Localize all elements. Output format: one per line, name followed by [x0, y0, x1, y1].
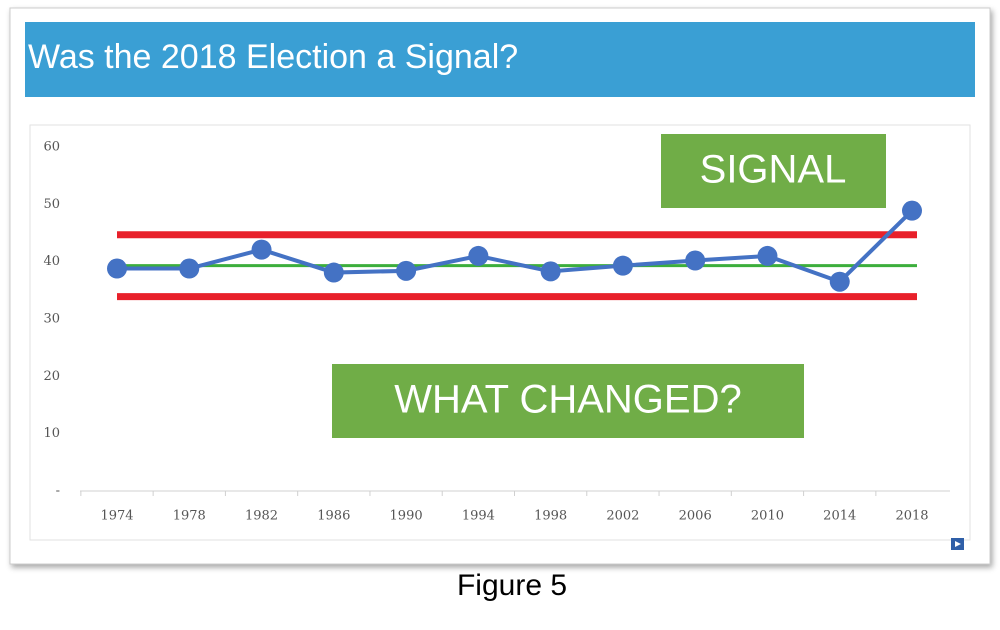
play-icon-arrow	[955, 541, 961, 547]
y-tick-label: 60	[43, 140, 60, 155]
title-banner	[25, 22, 975, 97]
annotation: SIGNAL	[700, 148, 847, 192]
data-point	[107, 258, 127, 279]
plot: - 10 20 30 40 50 60 1974 1978 1982 1986 1990 1994 199…	[43, 140, 950, 524]
x-tick-label: 2002	[606, 509, 639, 524]
x-tick-label: 1994	[462, 509, 495, 524]
x-tick-label: 1986	[317, 509, 350, 524]
x-tick-label: 2006	[679, 509, 712, 524]
x-tick-label: 1978	[173, 509, 206, 524]
data-point	[323, 262, 344, 283]
y-tick-label: 40	[43, 254, 60, 269]
y-tick-label: 10	[43, 426, 60, 441]
data-point	[396, 260, 417, 281]
annotation-box	[661, 134, 886, 208]
y-tick-label: -	[56, 484, 60, 499]
data-point	[251, 239, 272, 260]
y-tick-label: 50	[43, 197, 60, 212]
annotation-box	[332, 364, 804, 438]
x-tick-label: 1982	[245, 509, 278, 524]
y-tick-label: 20	[43, 369, 60, 384]
data-point	[468, 245, 489, 266]
x-tick-label: 2018	[895, 509, 928, 524]
data-line	[117, 209, 914, 285]
y-tick-label: 30	[43, 312, 60, 327]
slide-title: Was the 2018 Election a Signal?	[28, 38, 518, 76]
x-tick-label: 1990	[390, 509, 423, 524]
x-tick-label: 1998	[534, 509, 567, 524]
data-point	[757, 245, 778, 266]
data-point	[902, 200, 922, 221]
data-point	[685, 250, 706, 271]
annotation: WHAT CHANGED?	[394, 378, 741, 422]
data-point	[540, 261, 561, 282]
x-tick-label: 2014	[823, 509, 856, 524]
x-tick-label: 1974	[100, 509, 133, 524]
caption: Figure 5	[457, 569, 567, 602]
x-tick-label: 2010	[751, 509, 784, 524]
data-point	[612, 255, 633, 276]
data-point	[179, 258, 200, 279]
data-point	[829, 271, 850, 292]
